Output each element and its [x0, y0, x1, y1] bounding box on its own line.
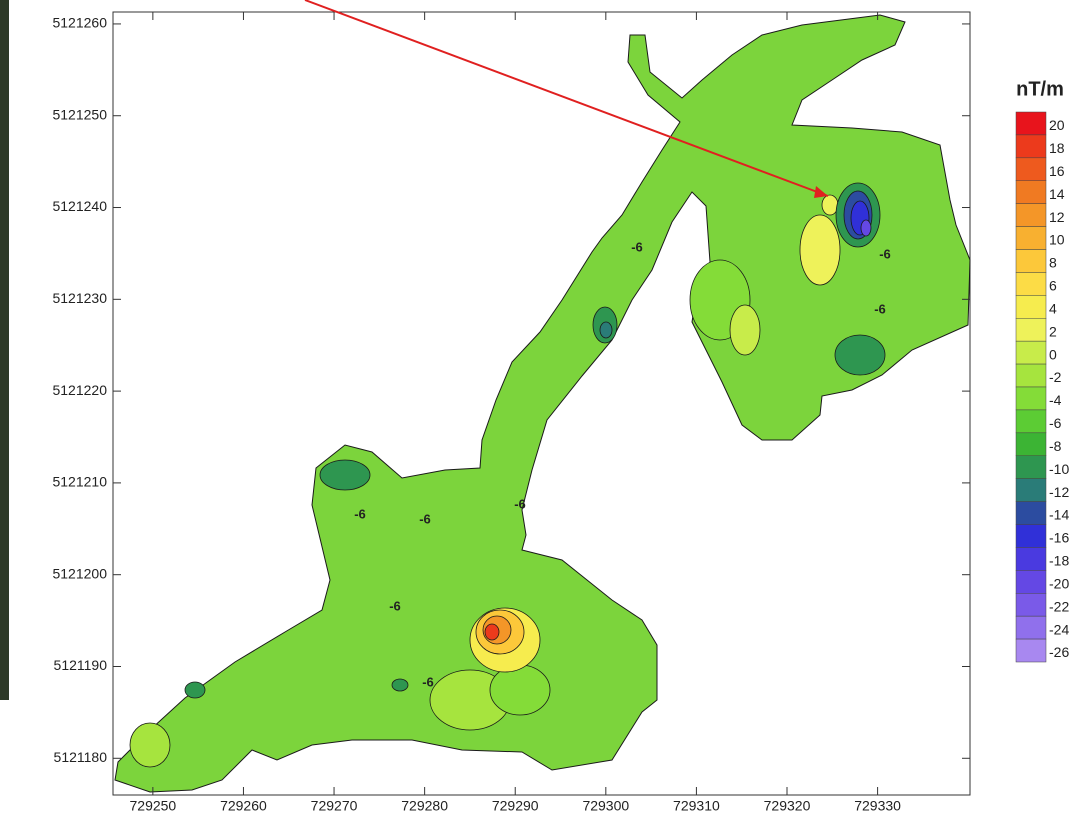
contour-label: -6	[422, 674, 434, 689]
colorbar-swatch	[1015, 524, 1047, 548]
colorbar-label: -8	[1049, 438, 1062, 454]
colorbar-swatch	[1015, 570, 1047, 594]
colorbar-swatch	[1015, 203, 1047, 227]
arrow-head	[814, 186, 828, 198]
colorbar-swatch	[1015, 547, 1047, 571]
contour-label: -6	[389, 598, 401, 613]
contour-patch	[729, 304, 761, 356]
colorbar-swatch	[1015, 295, 1047, 319]
x-tick-label: 729320	[764, 798, 811, 814]
colorbar-label: 4	[1049, 300, 1057, 316]
x-tick-label: 729300	[582, 798, 629, 814]
colorbar-swatch	[1015, 111, 1047, 136]
contour-label: -6	[631, 239, 643, 254]
colorbar-swatch	[1015, 363, 1047, 388]
colorbar-label: 10	[1049, 232, 1065, 248]
colorbar-label: -20	[1049, 575, 1069, 591]
colorbar-swatch	[1015, 593, 1047, 617]
colorbar-label: -2	[1049, 369, 1062, 385]
colorbar-swatch	[1015, 386, 1047, 411]
colorbar-swatch	[1015, 272, 1047, 296]
colorbar-swatch	[1015, 478, 1047, 502]
contour-patch	[129, 722, 171, 768]
x-tick-label: 729290	[492, 798, 539, 814]
colorbar-swatch	[1015, 455, 1047, 479]
colorbar-swatch	[1015, 226, 1047, 250]
contour-patch	[860, 219, 872, 237]
colorbar-swatch	[1015, 501, 1047, 525]
x-tick-label: 729260	[220, 798, 267, 814]
survey-area	[114, 14, 971, 793]
colorbar-label: -16	[1049, 530, 1069, 546]
contour-label: -6	[874, 301, 886, 316]
contour-patch	[834, 334, 886, 376]
colorbar-label: 14	[1049, 186, 1065, 202]
contour-patch	[319, 459, 371, 491]
colorbar-swatch	[1015, 432, 1047, 457]
colorbar-label: 20	[1049, 117, 1065, 133]
y-tick-label: 5121240	[52, 198, 107, 214]
contour-patch	[599, 321, 613, 339]
y-tick-label: 5121200	[52, 565, 107, 581]
colorbar-swatch	[1015, 157, 1047, 181]
y-tick-label: 5121250	[52, 106, 107, 122]
contour-patch	[184, 681, 206, 699]
colorbar-label: 16	[1049, 163, 1065, 179]
photo-edge	[0, 0, 9, 700]
contour-label: -6	[419, 511, 431, 526]
colorbar-swatch	[1015, 318, 1047, 342]
x-tick-label: 729310	[673, 798, 720, 814]
contour-label: -6	[879, 246, 891, 261]
y-tick-label: 5121220	[52, 382, 107, 398]
colorbar-swatch	[1015, 134, 1047, 159]
y-tick-label: 5121180	[54, 749, 108, 765]
y-tick-label: 5121190	[54, 657, 108, 673]
colorbar-label: -22	[1049, 598, 1069, 614]
x-tick-label: 729280	[401, 798, 448, 814]
colorbar-label: -4	[1049, 392, 1062, 408]
colorbar-swatch	[1015, 615, 1047, 640]
colorbar-label: -24	[1049, 621, 1069, 637]
colorbar-swatch	[1015, 249, 1047, 273]
colorbar-label: -12	[1049, 484, 1069, 500]
colorbar-title: nT/m	[1016, 78, 1064, 100]
colorbar-label: -14	[1049, 507, 1069, 523]
colorbar-label: 12	[1049, 209, 1065, 225]
colorbar-swatch	[1015, 409, 1047, 434]
colorbar-label: 2	[1049, 323, 1057, 339]
x-tick-label: 729270	[311, 798, 358, 814]
y-tick-label: 5121260	[52, 15, 107, 31]
colorbar-label: 8	[1049, 255, 1057, 271]
contour-label: -6	[514, 496, 526, 511]
colorbar-label: -26	[1049, 644, 1069, 660]
y-tick-label: 5121210	[52, 474, 107, 490]
contour-patch	[489, 664, 551, 716]
y-tick-label: 5121230	[52, 290, 107, 306]
colorbar-label: 6	[1049, 278, 1057, 294]
colorbar-swatch	[1015, 340, 1047, 365]
colorbar-label: -6	[1049, 415, 1062, 431]
x-tick-label: 729330	[854, 798, 901, 814]
annotation-arrow	[304, 0, 829, 197]
colorbar-swatch	[1015, 180, 1047, 204]
colorbar-label: 18	[1049, 140, 1065, 156]
colorbar-label: 0	[1049, 346, 1057, 362]
contour-patch	[821, 194, 839, 216]
colorbar-label: -18	[1049, 553, 1069, 569]
contour-patch	[484, 623, 500, 641]
contour-patch	[391, 678, 409, 692]
contour-label: -6	[354, 506, 366, 521]
x-tick-label: 729250	[130, 798, 177, 814]
colorbar-swatch	[1015, 638, 1047, 663]
colorbar-label: -10	[1049, 461, 1069, 477]
contour-patch	[799, 214, 841, 286]
